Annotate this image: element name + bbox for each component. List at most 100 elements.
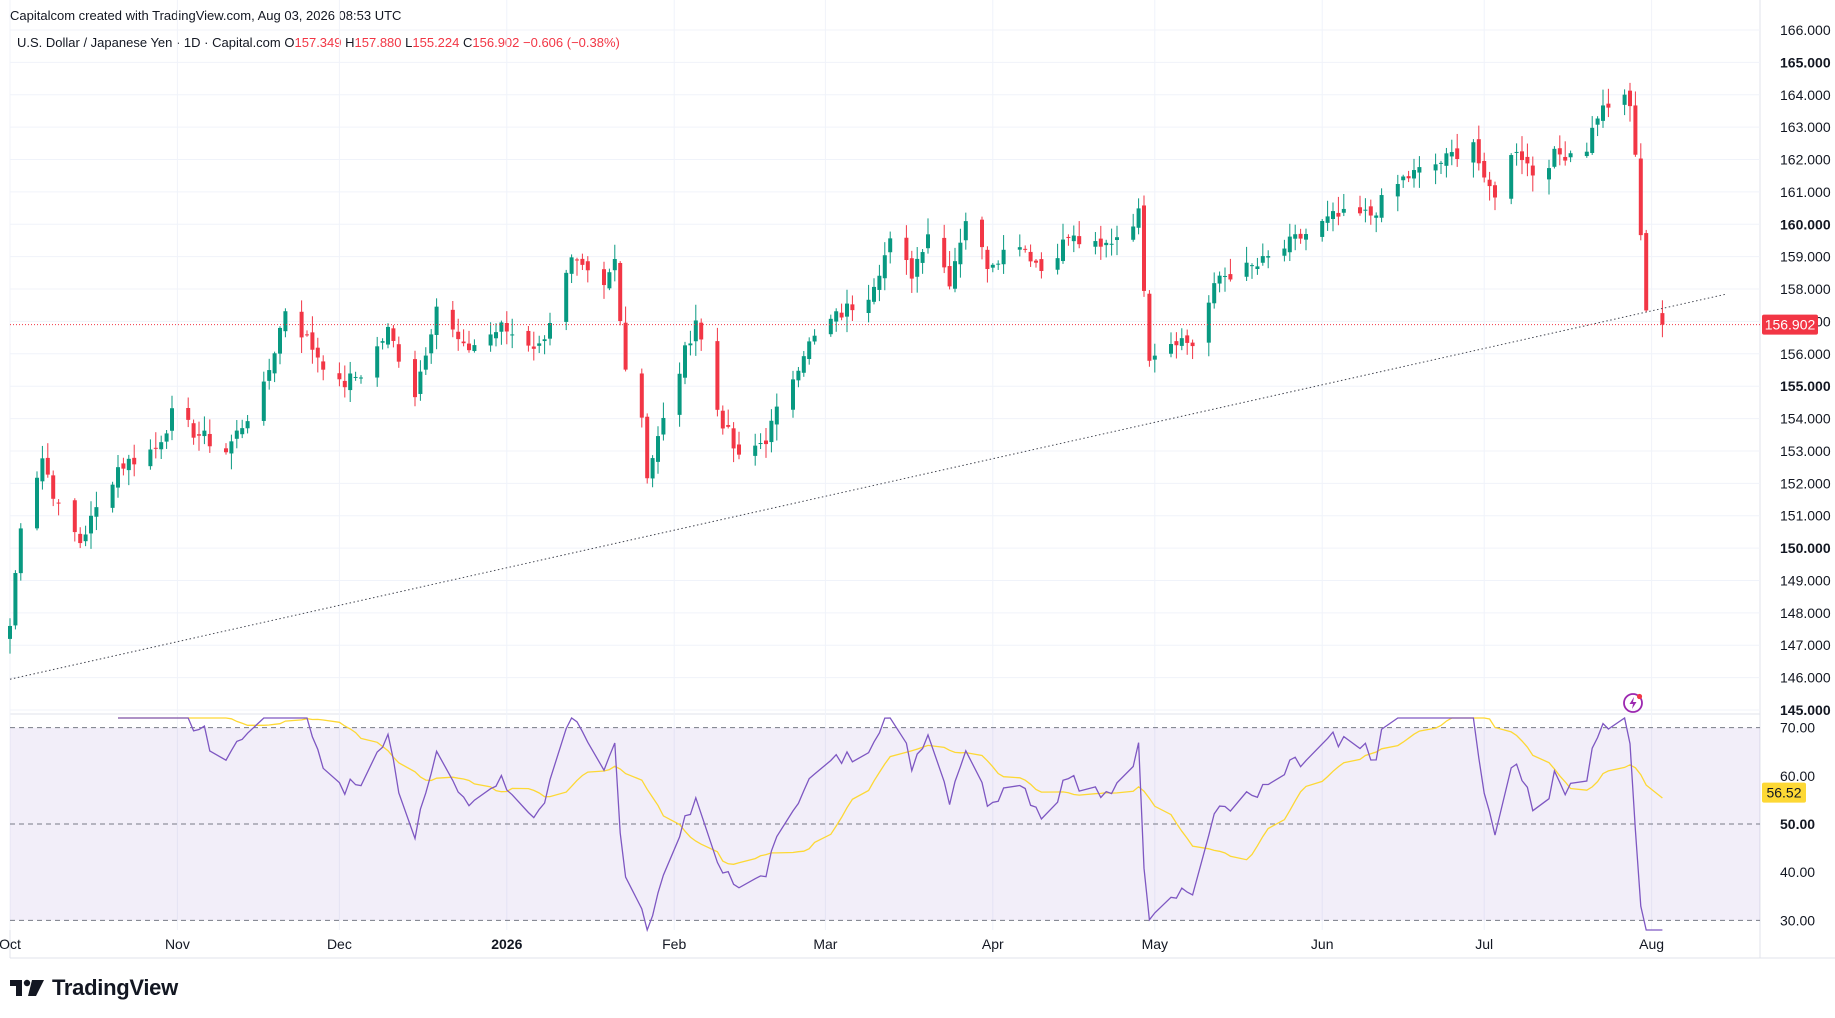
candle-body	[283, 311, 288, 332]
candle-body	[413, 359, 417, 398]
price-tick-label: 152.000	[1780, 475, 1831, 491]
candle-body	[699, 322, 704, 340]
candle-body	[926, 234, 930, 249]
candle-body	[1206, 302, 1211, 343]
candle-body	[585, 261, 590, 271]
candle-body	[51, 475, 56, 499]
candle-body	[542, 339, 547, 342]
candle-body	[488, 334, 493, 346]
price-tick-label: 156.000	[1780, 346, 1831, 362]
candle-body	[866, 299, 871, 314]
candle-body	[83, 534, 88, 542]
candle-body	[791, 379, 795, 410]
tradingview-logo-icon	[10, 979, 44, 996]
candle-body	[110, 484, 115, 508]
candle-body	[645, 416, 650, 479]
candle-body	[1190, 342, 1195, 347]
candle-body	[758, 443, 763, 445]
candle-body	[1147, 293, 1152, 361]
candle-body	[1260, 256, 1265, 263]
candle-body	[434, 306, 439, 335]
candle-body	[602, 269, 606, 286]
open-label: O	[284, 35, 295, 50]
candle-body	[418, 371, 423, 394]
time-tick-label: Jun	[1311, 936, 1334, 952]
candle-body	[305, 334, 309, 336]
candle-body	[1228, 274, 1233, 280]
symbol-title[interactable]: U.S. Dollar / Japanese Yen · 1D · Capita…	[17, 35, 281, 50]
price-tick-label: 151.000	[1780, 508, 1831, 524]
candle-body	[1595, 118, 1600, 125]
candle-body	[1660, 313, 1665, 325]
candle-body	[72, 500, 77, 533]
time-tick-label: Dec	[327, 936, 352, 952]
candle-body	[396, 344, 401, 362]
candle-body	[148, 449, 153, 467]
rsi-label-bg	[1762, 782, 1806, 803]
symbol-legend: U.S. Dollar / Japanese Yen · 1D · Capita…	[17, 35, 620, 50]
change-value: −0.606 (−0.38%)	[523, 35, 620, 50]
candle-body	[850, 304, 855, 311]
candle-body	[240, 428, 245, 435]
low-label: L	[405, 35, 413, 50]
lightning-icon[interactable]	[1622, 692, 1644, 714]
tradingview-logo[interactable]: TradingView	[10, 975, 178, 1001]
candle-body	[510, 334, 515, 336]
candle-body	[1444, 153, 1449, 166]
candle-body	[909, 258, 914, 279]
candle-body	[164, 433, 169, 442]
trendline	[9, 293, 1728, 680]
candle-body	[1298, 233, 1303, 239]
candle-body	[731, 428, 736, 449]
candle-body	[1514, 151, 1519, 153]
candle-body	[13, 573, 18, 626]
candle-body	[1304, 234, 1308, 240]
last-price-label: 156.902	[1765, 317, 1816, 333]
candle-body	[753, 445, 758, 456]
candle-body	[958, 242, 963, 265]
candle-body	[607, 272, 612, 289]
candle-body	[564, 272, 569, 322]
time-tick-label: Oct	[0, 936, 21, 952]
last-price-label-bg	[1762, 314, 1818, 335]
candle-body	[796, 370, 801, 381]
candle-body	[1109, 243, 1114, 245]
candle-body	[126, 458, 131, 471]
candle-body	[1601, 105, 1605, 121]
candle-body	[1433, 164, 1438, 171]
rsi-ma-line	[118, 717, 1663, 865]
candle-body	[980, 219, 984, 248]
candle-body	[1482, 160, 1487, 178]
candle-body	[1034, 260, 1038, 263]
candle-body	[342, 380, 347, 388]
candle-body	[186, 408, 191, 420]
close-label: C	[463, 35, 473, 50]
candle-body	[391, 328, 396, 341]
candle-body	[1282, 248, 1287, 256]
price-tick-label: 150.000	[1780, 540, 1831, 556]
price-tick-label: 153.000	[1780, 443, 1831, 459]
candle-body	[267, 370, 272, 381]
candle-body	[580, 258, 585, 265]
candle-body	[888, 238, 893, 253]
candle-body	[1379, 195, 1384, 218]
candle-body	[920, 252, 925, 263]
candle-body	[1055, 258, 1060, 270]
candle-body	[872, 286, 876, 302]
candle-body	[121, 463, 126, 469]
candle-body	[531, 346, 536, 349]
candle-body	[56, 502, 61, 504]
candle-body	[1412, 170, 1416, 179]
rsi-tick-label: 60.00	[1780, 768, 1815, 784]
candle-body	[839, 312, 844, 318]
price-tick-label: 161.000	[1780, 184, 1831, 200]
candle-body	[1476, 139, 1481, 164]
rsi-tick-label: 30.00	[1780, 912, 1815, 928]
candle-body	[1023, 248, 1028, 250]
low-value: 155.224	[412, 35, 460, 50]
candle-body	[1525, 156, 1530, 164]
candle-body	[429, 334, 434, 354]
candle-body	[661, 417, 666, 435]
candle-body	[1530, 165, 1535, 176]
